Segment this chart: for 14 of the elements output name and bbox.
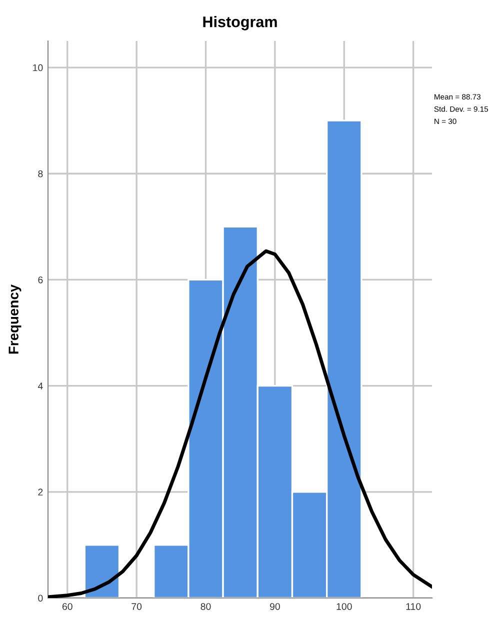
y-tick-label: 6 <box>38 276 43 284</box>
x-tick-label: 70 <box>132 603 142 610</box>
x-tick-label: 60 <box>62 603 72 610</box>
x-tick-label: 100 <box>336 603 352 610</box>
y-tick-label: 0 <box>38 594 43 602</box>
y-tick-label: 4 <box>38 382 43 390</box>
y-tick-label: 8 <box>38 170 43 178</box>
y-axis-title: Frequency <box>8 284 22 354</box>
chart-title: Histogram <box>203 16 277 30</box>
x-tick-label: 110 <box>406 603 421 610</box>
y-tick-label: 10 <box>33 64 43 72</box>
y-tick-label: 2 <box>38 488 43 496</box>
x-tick-label: 80 <box>200 603 211 610</box>
x-tick-label: 90 <box>270 603 280 610</box>
